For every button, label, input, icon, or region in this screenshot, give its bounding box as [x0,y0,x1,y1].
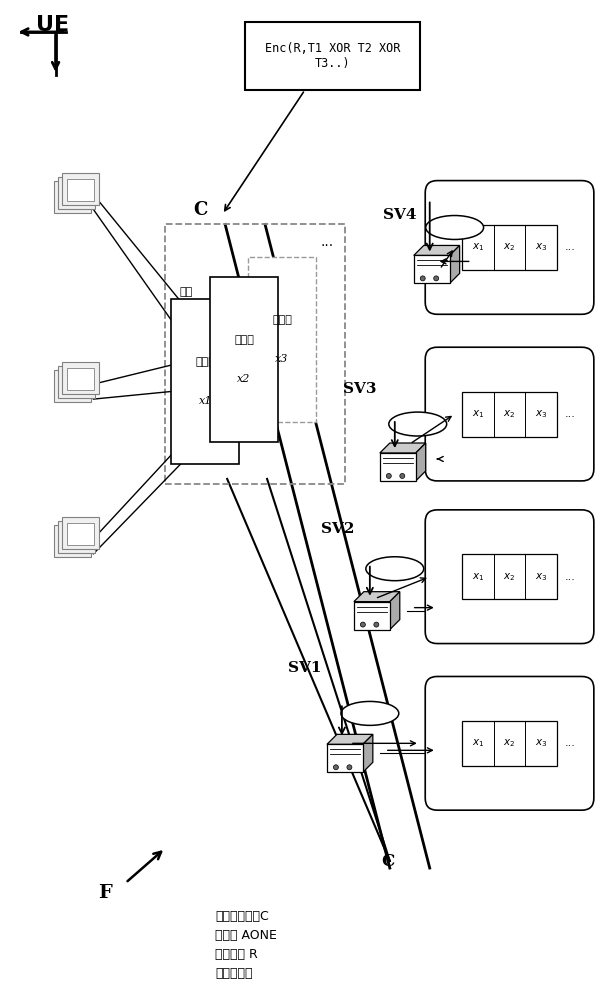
Bar [54,181,91,213]
Text: ...: ... [320,235,334,249]
Text: C: C [381,853,395,870]
Polygon shape [380,443,426,453]
Circle shape [400,473,405,478]
Text: UE: UE [36,15,69,35]
Polygon shape [416,443,426,481]
Bar [66,179,94,201]
Circle shape [434,276,439,281]
Ellipse shape [389,412,447,436]
Bar [462,392,557,437]
Bar [58,521,95,553]
Bar [171,299,239,464]
Text: C: C [193,201,207,219]
Circle shape [374,622,379,627]
Text: Enc(R,T1 XOR T2 XOR
T3..): Enc(R,T1 XOR T2 XOR T3..) [264,42,400,70]
Bar [248,257,316,422]
Bar [61,362,100,394]
Text: $x_3$: $x_3$ [535,242,547,253]
Bar [61,173,100,205]
FancyBboxPatch shape [425,347,594,481]
Bar [210,277,278,442]
Text: $x_2$: $x_2$ [503,242,516,253]
Text: x3: x3 [275,354,289,364]
Bar [54,370,91,402]
Polygon shape [380,453,416,481]
Polygon shape [354,602,390,630]
Text: SV1: SV1 [288,661,322,675]
Text: SV4: SV4 [383,208,416,222]
Ellipse shape [366,557,424,581]
Text: 数据片: 数据片 [234,335,254,345]
Polygon shape [414,245,460,255]
Bar [66,523,94,545]
Bar [58,366,95,398]
FancyBboxPatch shape [425,676,594,810]
Text: $x_1$: $x_1$ [472,737,484,749]
Text: SV2: SV2 [321,522,354,536]
FancyBboxPatch shape [425,510,594,644]
Circle shape [333,765,339,770]
Text: $x_2$: $x_2$ [503,408,516,420]
Text: ...: ... [565,572,576,582]
Text: $x_3$: $x_3$ [535,571,547,583]
Circle shape [386,473,392,478]
Text: $x_1$: $x_1$ [472,408,484,420]
Text: $x_3$: $x_3$ [535,408,547,420]
Polygon shape [327,734,373,744]
Polygon shape [354,592,400,602]
Text: 数据片: 数据片 [272,315,292,325]
FancyBboxPatch shape [425,181,594,314]
Text: x1: x1 [199,396,212,406]
Circle shape [420,276,425,281]
Text: $x_1$: $x_1$ [472,242,484,253]
Text: F: F [98,884,112,902]
Polygon shape [414,255,450,283]
Ellipse shape [341,701,399,725]
Text: 数据片: 数据片 [195,357,215,367]
Text: $x_1$: $x_1$ [472,571,484,583]
Polygon shape [390,592,400,630]
Bar [462,554,557,599]
Polygon shape [450,245,460,283]
Text: ...: ... [565,242,576,252]
Text: 文件数据片，C
均使用 AONE
和随机値 R
进行了加密: 文件数据片，C 均使用 AONE 和随机値 R 进行了加密 [215,910,277,980]
Polygon shape [363,734,373,772]
Bar [245,22,420,90]
Text: x2: x2 [238,374,251,384]
Circle shape [361,622,365,627]
Text: SV3: SV3 [343,382,376,396]
Text: ...: ... [565,738,576,748]
Bar [61,517,100,549]
Bar [462,721,557,766]
Text: ...: ... [565,409,576,419]
Bar [165,224,345,484]
Text: 文件: 文件 [179,287,192,297]
Bar [54,525,91,557]
Text: $x_3$: $x_3$ [535,737,547,749]
Circle shape [347,765,352,770]
Text: $x_2$: $x_2$ [503,737,516,749]
Bar [462,225,557,270]
Ellipse shape [426,216,483,239]
Bar [66,368,94,390]
Bar [58,177,95,209]
Polygon shape [327,744,363,772]
Text: $x_2$: $x_2$ [503,571,516,583]
